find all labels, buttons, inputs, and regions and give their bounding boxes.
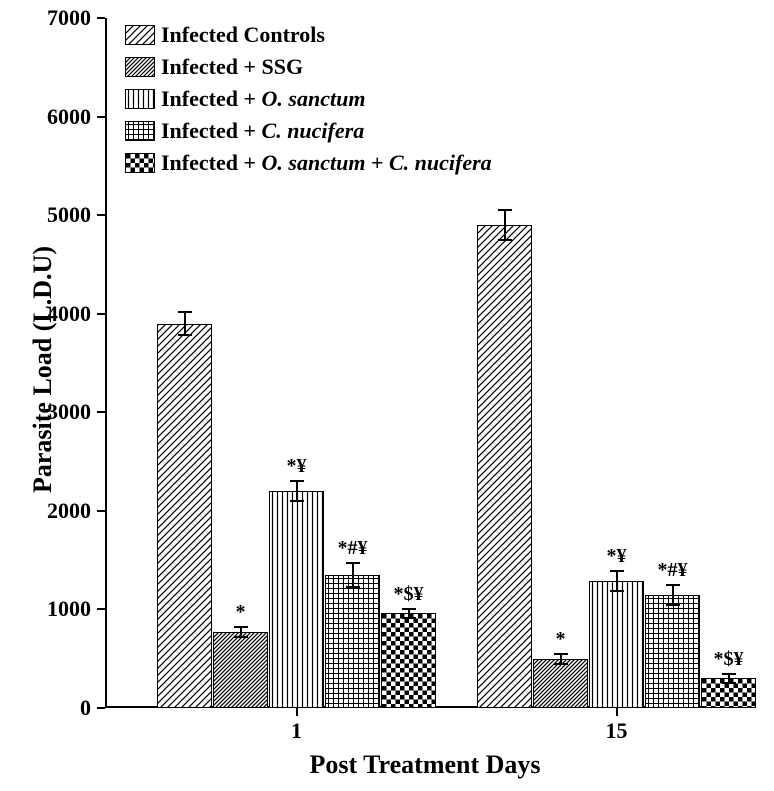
- error-bar-stem: [184, 312, 186, 336]
- parasite-load-chart: Parasite Load (L.D.U) Post Treatment Day…: [0, 0, 774, 791]
- bar-os: [589, 581, 644, 708]
- significance-annotation: *#¥: [643, 559, 703, 582]
- legend-swatch: [125, 121, 155, 141]
- error-bar-cap: [666, 604, 680, 606]
- legend-swatch: [125, 57, 155, 77]
- legend-label: Infected + C. nucifera: [161, 118, 364, 144]
- y-tick-label: 7000: [0, 5, 91, 31]
- legend-item-oscn: Infected + O. sanctum + C. nucifera: [125, 150, 492, 176]
- x-tick-mark: [296, 708, 298, 716]
- error-bar-cap: [402, 617, 416, 619]
- legend-label: Infected Controls: [161, 22, 325, 48]
- y-tick-label: 0: [0, 695, 91, 721]
- error-bar-cap: [610, 570, 624, 572]
- error-bar-cap: [666, 584, 680, 586]
- bar-ctrl: [157, 324, 212, 708]
- legend-label: Infected + O. sanctum + C. nucifera: [161, 150, 492, 176]
- x-tick-label: 1: [267, 718, 327, 744]
- x-tick-mark: [616, 708, 618, 716]
- significance-annotation: *¥: [587, 545, 647, 568]
- y-tick-mark: [97, 214, 105, 216]
- y-tick-mark: [97, 313, 105, 315]
- legend-item-os: Infected + O. sanctum: [125, 86, 492, 112]
- significance-annotation: *$¥: [379, 583, 439, 606]
- error-bar-cap: [498, 239, 512, 241]
- error-bar-cap: [722, 673, 736, 675]
- y-tick-label: 1000: [0, 596, 91, 622]
- error-bar-cap: [346, 562, 360, 564]
- significance-annotation: *¥: [267, 455, 327, 478]
- error-bar-cap: [290, 480, 304, 482]
- legend: Infected Controls Infected + SSG Infected …: [125, 22, 492, 182]
- bar-os: [269, 491, 324, 708]
- y-tick-mark: [97, 116, 105, 118]
- error-bar-cap: [178, 311, 192, 313]
- significance-annotation: *: [211, 601, 271, 624]
- y-tick-mark: [97, 411, 105, 413]
- bar-ssg: [213, 632, 268, 708]
- y-tick-label: 6000: [0, 104, 91, 130]
- y-tick-label: 2000: [0, 498, 91, 524]
- legend-swatch: [125, 89, 155, 109]
- error-bar-stem: [352, 563, 354, 587]
- legend-swatch: [125, 25, 155, 45]
- y-tick-label: 4000: [0, 301, 91, 327]
- error-bar-cap: [610, 590, 624, 592]
- error-bar-cap: [234, 626, 248, 628]
- error-bar-stem: [672, 585, 674, 605]
- legend-label: Infected + O. sanctum: [161, 86, 365, 112]
- error-bar-cap: [234, 636, 248, 638]
- error-bar-cap: [290, 500, 304, 502]
- bar-cn: [325, 575, 380, 708]
- legend-item-ctrl: Infected Controls: [125, 22, 492, 48]
- x-tick-label: 15: [587, 718, 647, 744]
- error-bar-cap: [402, 608, 416, 610]
- y-axis-label: Parasite Load (L.D.U): [28, 246, 58, 493]
- error-bar-cap: [554, 653, 568, 655]
- y-tick-mark: [97, 17, 105, 19]
- y-tick-label: 3000: [0, 399, 91, 425]
- y-tick-mark: [97, 707, 105, 709]
- significance-annotation: *#¥: [323, 537, 383, 560]
- legend-item-ssg: Infected + SSG: [125, 54, 492, 80]
- bar-cn: [645, 595, 700, 708]
- legend-label: Infected + SSG: [161, 54, 303, 80]
- error-bar-cap: [554, 663, 568, 665]
- y-tick-mark: [97, 510, 105, 512]
- bar-ssg: [533, 659, 588, 708]
- error-bar-stem: [504, 210, 506, 240]
- y-tick-mark: [97, 608, 105, 610]
- error-bar-stem: [296, 481, 298, 501]
- error-bar-cap: [178, 334, 192, 336]
- error-bar-cap: [498, 209, 512, 211]
- y-tick-label: 5000: [0, 202, 91, 228]
- bar-ctrl: [477, 225, 532, 708]
- significance-annotation: *: [531, 628, 591, 651]
- x-axis-label: Post Treatment Days: [275, 750, 575, 780]
- bar-oscn: [381, 613, 436, 708]
- legend-item-cn: Infected + C. nucifera: [125, 118, 492, 144]
- legend-swatch: [125, 153, 155, 173]
- error-bar-cap: [346, 586, 360, 588]
- error-bar-cap: [722, 682, 736, 684]
- significance-annotation: *$¥: [699, 648, 759, 671]
- error-bar-stem: [616, 571, 618, 591]
